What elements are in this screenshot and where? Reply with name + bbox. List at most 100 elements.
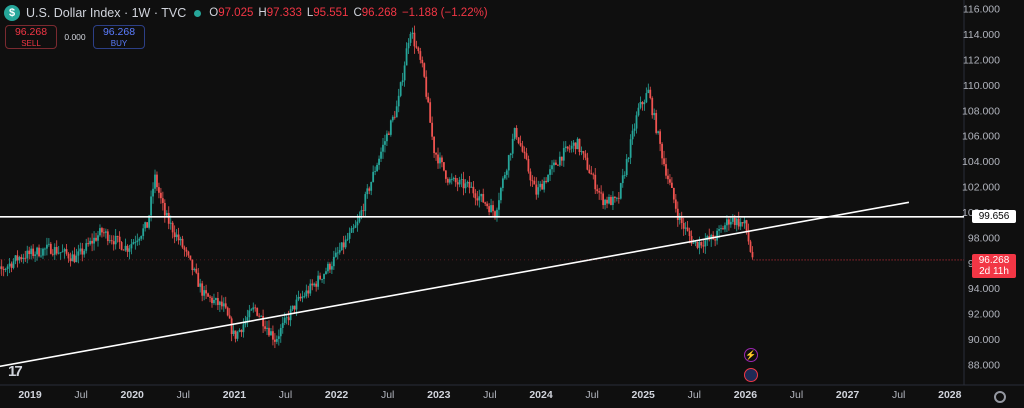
candle-body (270, 331, 272, 336)
candle-body (126, 245, 129, 252)
candle-body (496, 209, 498, 217)
price-tick-label: 104.000 (962, 156, 1000, 168)
candle-body (248, 310, 251, 318)
candle-body (602, 193, 605, 206)
candle-body (146, 222, 149, 228)
candle-body (47, 243, 50, 245)
candle-body (468, 181, 471, 188)
bar-countdown: 2d 11h (979, 266, 1009, 277)
candle-body (224, 303, 227, 308)
candle-body (667, 175, 669, 180)
candle-body (87, 243, 90, 245)
symbol-title[interactable]: U.S. Dollar Index · 1W · TVC (26, 6, 187, 20)
candle-body (236, 331, 239, 339)
trendline (0, 201, 910, 368)
time-tick-label: Jul (279, 389, 292, 401)
lightning-event-icon[interactable]: ⚡ (744, 348, 758, 362)
candle-body (446, 178, 449, 183)
candle-body (327, 263, 329, 272)
ohlc-key: H (258, 7, 267, 19)
candle-body (586, 157, 589, 170)
sell-button[interactable]: 96.268 SELL (5, 25, 57, 49)
candle-body (403, 65, 406, 81)
candle-body (161, 198, 164, 203)
candle-body (669, 179, 671, 183)
price-tick-label: 106.000 (962, 131, 1000, 143)
candle-body (598, 191, 601, 193)
candle-body (14, 255, 17, 262)
ohlc-key: O (209, 7, 219, 19)
candle-body (10, 263, 13, 268)
candle-body (57, 252, 60, 254)
time-tick-label: Jul (177, 389, 190, 401)
candle-body (44, 248, 46, 250)
time-tick-label: Jul (892, 389, 905, 401)
spread-value: 0.000 (64, 32, 86, 42)
candle-body (643, 102, 646, 105)
candle-body (346, 238, 349, 240)
candle-body (285, 317, 288, 319)
candle-body (277, 336, 280, 339)
candle-body (590, 173, 593, 175)
candle-body (718, 229, 720, 231)
candle-body (494, 211, 496, 217)
candle-body (232, 330, 235, 335)
buy-button[interactable]: 96.268 BUY (93, 25, 145, 49)
candle-body (305, 290, 308, 297)
time-tick-label: Jul (585, 389, 598, 401)
candle-body (104, 231, 107, 233)
candle-body (63, 249, 66, 252)
candle-body (167, 212, 170, 224)
settings-gear-icon[interactable] (994, 391, 1006, 403)
candle-body (301, 296, 304, 299)
candle-body (323, 274, 325, 280)
candle-body (199, 283, 202, 287)
candle-body (73, 254, 76, 263)
horizontal-line-price-tag: 99.656 (972, 210, 1016, 223)
candle-body (731, 217, 734, 222)
candle-body (18, 257, 21, 261)
candle-body (370, 181, 373, 191)
price-tick-label: 92.000 (968, 309, 1000, 321)
sell-price: 96.268 (14, 26, 48, 38)
candle-body (549, 169, 551, 175)
candle-body (733, 217, 736, 226)
candle-body (741, 222, 744, 224)
candle-body (460, 179, 463, 181)
candle-body (36, 247, 38, 255)
candle-body (309, 283, 312, 294)
us-flag-event-icon[interactable] (744, 368, 758, 382)
candle-body (258, 315, 261, 317)
candle-body (2, 268, 5, 270)
candle-body (389, 120, 392, 135)
candle-body (313, 283, 316, 286)
candle-body (195, 268, 198, 273)
candle-body (439, 157, 441, 164)
candle-body (572, 142, 575, 146)
candle-body (376, 164, 378, 172)
market-status-dot (194, 9, 202, 17)
candle-body (321, 279, 323, 280)
candle-body (747, 231, 750, 242)
candle-body (205, 290, 207, 294)
candle-body (228, 315, 231, 319)
candle-body (130, 244, 133, 249)
price-tick-label: 108.000 (962, 105, 1000, 117)
candle-body (635, 115, 638, 129)
candle-body (79, 248, 82, 252)
candle-body (594, 174, 597, 190)
candle-body (678, 217, 681, 220)
time-tick-label: Jul (688, 389, 701, 401)
candle-body (427, 96, 430, 103)
candle-body (65, 249, 68, 254)
candle-body (737, 218, 740, 227)
candle-body (250, 309, 253, 311)
candle-body (665, 164, 667, 176)
candle-body (350, 228, 353, 233)
candle-body (69, 258, 72, 262)
price-tick-label: 94.000 (968, 283, 1000, 295)
candle-body (405, 48, 408, 66)
candle-body (724, 225, 726, 230)
candle-body (159, 192, 162, 199)
